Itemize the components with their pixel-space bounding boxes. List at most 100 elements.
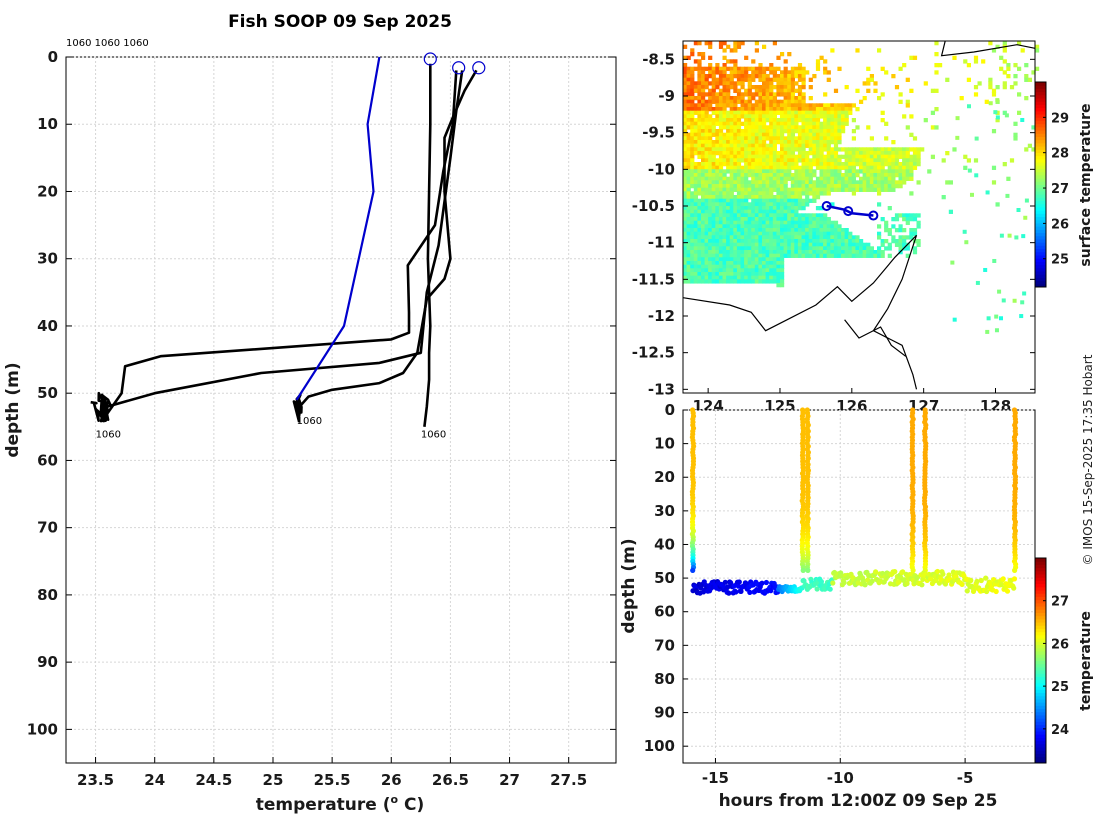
map-sst-pixel bbox=[697, 125, 702, 130]
map-sst-pixel bbox=[812, 198, 817, 203]
map-sst-pixel bbox=[780, 129, 785, 134]
map-sst-pixel bbox=[729, 77, 734, 82]
map-sst-pixel bbox=[708, 268, 713, 273]
map-sst-pixel bbox=[697, 74, 702, 79]
map-sst-pixel bbox=[744, 107, 749, 112]
profile-y-tick-label: 60 bbox=[37, 451, 58, 469]
section-colorbar-swatch bbox=[1035, 618, 1046, 623]
map-sst-pixel bbox=[740, 92, 745, 97]
map-sst-pixel bbox=[708, 253, 713, 258]
map-sst-pixel bbox=[751, 180, 756, 185]
map-sst-pixel bbox=[683, 154, 688, 159]
map-sst-pixel bbox=[708, 231, 713, 236]
map-sst-pixel bbox=[683, 195, 688, 200]
map-sst-pixel bbox=[754, 187, 759, 192]
map-sst-pixel bbox=[894, 151, 900, 156]
map-sst-pixel bbox=[736, 140, 742, 145]
map-sst-pixel bbox=[815, 143, 821, 148]
map-sst-pixel bbox=[733, 224, 738, 229]
map-sst-pixel bbox=[837, 132, 842, 137]
map-sst-pixel bbox=[1013, 121, 1018, 126]
map-sst-pixel bbox=[715, 165, 720, 170]
map-sst-pixel bbox=[693, 180, 698, 185]
map-sst-pixel bbox=[686, 187, 691, 192]
map-sst-pixel bbox=[891, 239, 896, 244]
map-sst-pixel bbox=[797, 195, 803, 200]
map-sst-pixel bbox=[718, 246, 724, 251]
map-sst-pixel bbox=[718, 147, 724, 152]
map-sst-pixel bbox=[855, 235, 860, 240]
map-sst-pixel bbox=[740, 275, 745, 280]
map-sst-pixel bbox=[758, 107, 763, 112]
map-sst-pixel bbox=[830, 180, 835, 185]
section-point bbox=[904, 580, 910, 587]
map-sst-pixel bbox=[877, 253, 882, 258]
map-sst-pixel bbox=[711, 129, 716, 134]
map-sst-pixel bbox=[805, 140, 810, 145]
map-sst-pixel bbox=[862, 158, 867, 163]
map-sst-pixel bbox=[975, 280, 980, 285]
map-sst-pixel bbox=[726, 136, 731, 141]
map-sst-pixel bbox=[776, 129, 781, 134]
map-sst-pixel bbox=[762, 217, 767, 222]
map-sst-pixel bbox=[772, 275, 777, 280]
map-sst-pixel bbox=[826, 158, 831, 163]
map-sst-pixel bbox=[1020, 48, 1025, 53]
map-sst-pixel bbox=[772, 198, 777, 203]
map-sst-pixel bbox=[780, 136, 785, 141]
map-sst-pixel bbox=[711, 77, 716, 82]
map-sst-pixel bbox=[1017, 110, 1022, 115]
map-sst-pixel bbox=[765, 224, 770, 229]
section-colorbar-swatch bbox=[1035, 756, 1046, 761]
map-sst-pixel bbox=[772, 261, 777, 266]
map-sst-pixel bbox=[833, 162, 839, 167]
map-sst-pixel bbox=[769, 63, 774, 68]
map-sst-pixel bbox=[747, 103, 752, 108]
map-sst-pixel bbox=[988, 101, 993, 106]
map-sst-pixel bbox=[758, 154, 763, 159]
map-sst-pixel bbox=[837, 107, 842, 112]
map-sst-pixel bbox=[776, 92, 781, 97]
map-sst-pixel bbox=[733, 74, 738, 79]
map-sst-pixel bbox=[762, 85, 767, 90]
map-sst-pixel bbox=[715, 151, 720, 156]
map-sst-pixel bbox=[780, 235, 785, 240]
map-sst-pixel bbox=[780, 231, 785, 236]
map-sst-pixel bbox=[683, 202, 688, 207]
map-sst-pixel bbox=[794, 206, 799, 211]
map-y-tick-label: -9 bbox=[658, 87, 675, 105]
map-sst-pixel bbox=[736, 220, 742, 225]
map-sst-pixel bbox=[704, 250, 709, 255]
map-sst-pixel bbox=[787, 213, 792, 218]
map-sst-pixel bbox=[690, 173, 695, 178]
map-sst-pixel bbox=[693, 103, 698, 108]
map-sst-pixel bbox=[905, 220, 910, 225]
map-sst-pixel bbox=[862, 250, 867, 255]
map-sst-pixel bbox=[815, 118, 821, 123]
map-sst-pixel bbox=[805, 250, 810, 255]
map-sst-pixel bbox=[884, 176, 889, 181]
map-sst-pixel bbox=[722, 81, 727, 86]
section-colorbar-swatch bbox=[1035, 714, 1046, 719]
map-y-tick-label: -10 bbox=[648, 160, 675, 178]
map-sst-pixel bbox=[754, 209, 759, 214]
map-sst-pixel bbox=[704, 118, 709, 123]
map-sst-pixel bbox=[733, 147, 738, 152]
map-sst-pixel bbox=[711, 253, 716, 258]
map-sst-pixel bbox=[776, 184, 781, 189]
map-sst-pixel bbox=[808, 173, 813, 178]
map-sst-pixel bbox=[801, 206, 806, 211]
map-sst-pixel bbox=[736, 81, 742, 86]
map-sst-pixel bbox=[762, 110, 767, 115]
map-sst-pixel bbox=[780, 162, 785, 167]
map-sst-pixel bbox=[851, 136, 856, 141]
map-sst-pixel bbox=[880, 147, 885, 152]
map-sst-pixel bbox=[794, 107, 799, 112]
map-sst-pixel bbox=[808, 147, 813, 152]
map-sst-pixel bbox=[826, 191, 831, 196]
map-sst-pixel bbox=[711, 239, 716, 244]
map-sst-pixel bbox=[751, 224, 756, 229]
map-sst-pixel bbox=[758, 206, 763, 211]
map-colorbar-swatch bbox=[1035, 181, 1046, 185]
map-sst-pixel bbox=[866, 180, 871, 185]
